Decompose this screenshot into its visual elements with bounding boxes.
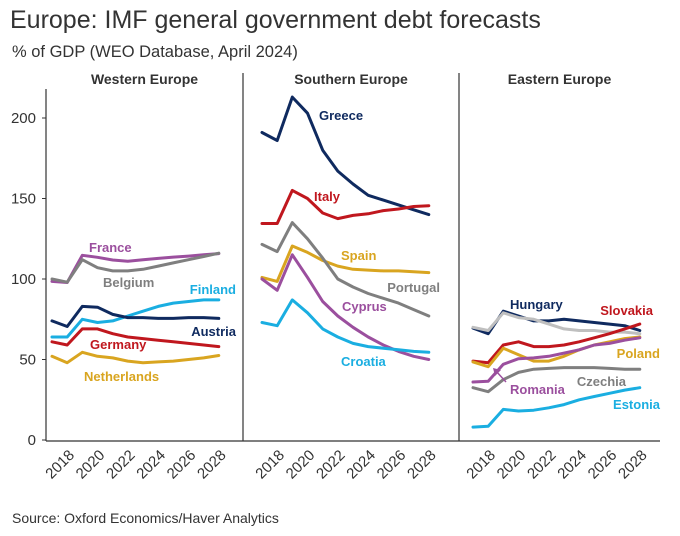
series-label-poland: Poland bbox=[617, 346, 660, 361]
series-label-romania: Romania bbox=[510, 382, 566, 397]
y-tick-label: 200 bbox=[11, 110, 36, 127]
x-tick-label: 2022 bbox=[313, 447, 349, 483]
series-label-france: France bbox=[89, 240, 132, 255]
series-label-italy: Italy bbox=[314, 189, 341, 204]
series-line-italy bbox=[260, 188, 431, 225]
series-line-slovakia bbox=[471, 322, 642, 365]
series-label-croatia: Croatia bbox=[341, 354, 387, 369]
chart-subtitle: % of GDP (WEO Database, April 2024) bbox=[12, 43, 298, 61]
x-tick-label: 2028 bbox=[194, 447, 230, 483]
series-line-croatia bbox=[260, 298, 431, 354]
x-tick-label: 2022 bbox=[524, 447, 560, 483]
x-tick-label: 2018 bbox=[463, 447, 499, 483]
x-tick-label: 2022 bbox=[103, 447, 139, 483]
series-label-estonia: Estonia bbox=[613, 397, 661, 412]
x-tick-label: 2020 bbox=[73, 447, 109, 483]
series-line-romania bbox=[471, 336, 642, 384]
x-tick-label: 2018 bbox=[42, 447, 78, 483]
x-tick-label: 2026 bbox=[164, 447, 200, 483]
x-tick-label: 2020 bbox=[494, 447, 530, 483]
x-tick-label: 2028 bbox=[404, 447, 440, 483]
romania-arrow-head bbox=[493, 368, 501, 376]
series-line-austria bbox=[50, 304, 221, 328]
series-label-belgium: Belgium bbox=[103, 275, 154, 290]
series-label-austria: Austria bbox=[191, 324, 237, 339]
panel-title: Eastern Europe bbox=[508, 71, 612, 87]
series-line-netherlands bbox=[50, 350, 221, 365]
panel-title: Western Europe bbox=[91, 71, 198, 87]
series-line-finland bbox=[50, 298, 221, 339]
series-label-hungary: Hungary bbox=[510, 297, 564, 312]
series-label-greece: Greece bbox=[319, 108, 363, 123]
y-tick-label: 100 bbox=[11, 271, 36, 288]
series-line-belgium bbox=[50, 251, 221, 284]
x-tick-label: 2026 bbox=[585, 447, 621, 483]
series-line-france bbox=[50, 252, 221, 284]
series-line-cyprus bbox=[260, 253, 431, 361]
y-tick-label: 50 bbox=[19, 352, 36, 369]
x-tick-label: 2018 bbox=[252, 447, 288, 483]
chart-source: Source: Oxford Economics/Haver Analytics bbox=[12, 510, 279, 526]
series-label-germany: Germany bbox=[90, 337, 147, 352]
series-label-czechia: Czechia bbox=[577, 374, 627, 389]
y-tick-label: 0 bbox=[28, 432, 36, 449]
series-label-spain: Spain bbox=[341, 248, 376, 263]
x-tick-label: 2024 bbox=[343, 447, 379, 483]
series-line-spain bbox=[260, 244, 431, 283]
x-tick-label: 2024 bbox=[554, 447, 590, 483]
series-label-cyprus: Cyprus bbox=[342, 299, 387, 314]
x-tick-label: 2026 bbox=[374, 447, 410, 483]
x-tick-label: 2028 bbox=[615, 447, 651, 483]
chart-title: Europe: IMF general government debt fore… bbox=[10, 6, 541, 34]
series-label-finland: Finland bbox=[190, 282, 236, 297]
x-tick-label: 2020 bbox=[283, 447, 319, 483]
series-line-greece bbox=[260, 95, 431, 217]
series-line-poland bbox=[471, 335, 642, 369]
y-tick-label: 150 bbox=[11, 191, 36, 208]
series-line-germany bbox=[50, 327, 221, 349]
series-label-netherlands: Netherlands bbox=[84, 369, 159, 384]
panel-title: Southern Europe bbox=[294, 71, 408, 87]
series-line-czechia bbox=[471, 366, 642, 394]
series-line-portugal bbox=[260, 221, 431, 318]
series-label-portugal: Portugal bbox=[387, 280, 440, 295]
series-line-estonia bbox=[471, 386, 642, 429]
x-tick-label: 2024 bbox=[133, 447, 169, 483]
series-label-slovakia: Slovakia bbox=[600, 303, 654, 318]
